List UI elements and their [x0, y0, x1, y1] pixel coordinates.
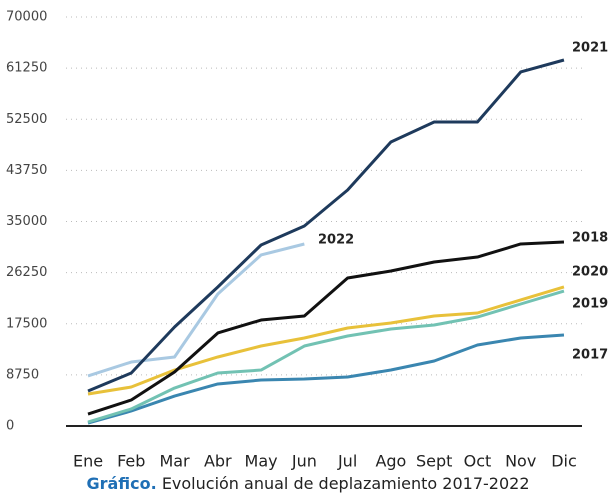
series-line: [87, 289, 565, 424]
y-tick-label: 52500: [6, 112, 47, 127]
series-line: [87, 58, 565, 393]
series-label: 2019: [572, 297, 608, 312]
x-tick-label: Nov: [505, 452, 536, 471]
x-tick-label: May: [245, 452, 278, 471]
y-tick-label: 43750: [6, 163, 47, 178]
series-line: [87, 285, 565, 396]
series-label: 2018: [572, 231, 608, 246]
series-line: [87, 333, 565, 425]
y-tick-label: 17500: [6, 316, 47, 331]
x-tick-label: Sept: [416, 452, 452, 471]
y-tick-label: 26250: [6, 265, 47, 280]
x-tick-label: Dic: [551, 452, 577, 471]
series-line: [87, 240, 565, 416]
x-tick-label: Ene: [73, 452, 103, 471]
x-tick-label: Jun: [291, 452, 317, 471]
x-tick-label: Ago: [375, 452, 406, 471]
series-label: 2017: [572, 348, 608, 363]
series-label: 2021: [572, 41, 608, 56]
series-label: 2022: [318, 233, 354, 248]
x-tick-label: Jul: [337, 452, 357, 471]
caption: Gráfico. Evolución anual de deplazamient…: [86, 474, 529, 493]
y-tick-label: 0: [6, 419, 14, 434]
x-tick-label: Oct: [464, 452, 492, 471]
x-tick-label: Abr: [204, 452, 232, 471]
x-tick-label: Feb: [117, 452, 145, 471]
caption-text: Evolución anual de deplazamiento 2017-20…: [162, 474, 530, 493]
series-label: 2020: [572, 265, 608, 280]
y-tick-label: 35000: [6, 214, 47, 229]
x-tick-label: Mar: [159, 452, 190, 471]
y-tick-label: 70000: [6, 10, 47, 25]
y-tick-label: 61250: [6, 61, 47, 76]
y-tick-label: 8750: [6, 367, 39, 382]
series-line: [87, 242, 305, 378]
caption-label: Gráfico.: [86, 474, 156, 493]
